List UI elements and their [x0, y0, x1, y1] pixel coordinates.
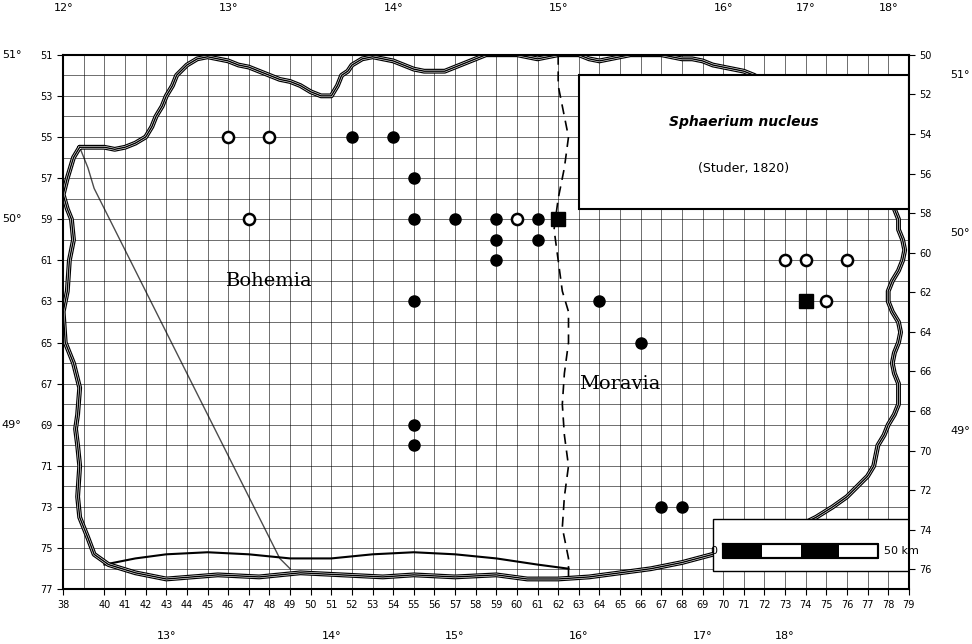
Bar: [801, 544, 839, 558]
Bar: [839, 544, 878, 558]
Text: 50°: 50°: [951, 228, 970, 238]
Text: 17°: 17°: [693, 631, 712, 641]
Text: 14°: 14°: [322, 631, 341, 641]
Text: 51°: 51°: [951, 70, 970, 80]
Bar: [723, 544, 762, 558]
Text: 16°: 16°: [569, 631, 589, 641]
Text: Moravia: Moravia: [579, 375, 661, 393]
Text: 15°: 15°: [548, 3, 568, 13]
Bar: [578, 75, 909, 209]
Bar: [723, 544, 762, 558]
Text: Bohemia: Bohemia: [226, 272, 313, 290]
Text: 18°: 18°: [879, 3, 898, 13]
Text: 14°: 14°: [383, 3, 403, 13]
Text: Sphaerium nucleus: Sphaerium nucleus: [669, 115, 818, 129]
Text: 51°: 51°: [2, 50, 21, 60]
Text: 49°: 49°: [951, 426, 970, 436]
Text: 13°: 13°: [219, 3, 238, 13]
Text: 15°: 15°: [445, 631, 465, 641]
Text: 16°: 16°: [713, 3, 733, 13]
Bar: [762, 544, 801, 558]
Bar: [801, 544, 839, 558]
Bar: [762, 544, 801, 558]
Text: 13°: 13°: [156, 631, 176, 641]
Bar: [839, 544, 878, 558]
Text: 12°: 12°: [53, 3, 73, 13]
Text: (Studer, 1820): (Studer, 1820): [698, 162, 789, 175]
Text: 18°: 18°: [776, 631, 795, 641]
Text: 50°: 50°: [2, 214, 21, 224]
Text: 50 km: 50 km: [885, 546, 919, 556]
Text: 17°: 17°: [796, 3, 816, 13]
Text: 0: 0: [710, 546, 717, 556]
Bar: [712, 519, 940, 571]
Text: 49°: 49°: [2, 420, 21, 430]
